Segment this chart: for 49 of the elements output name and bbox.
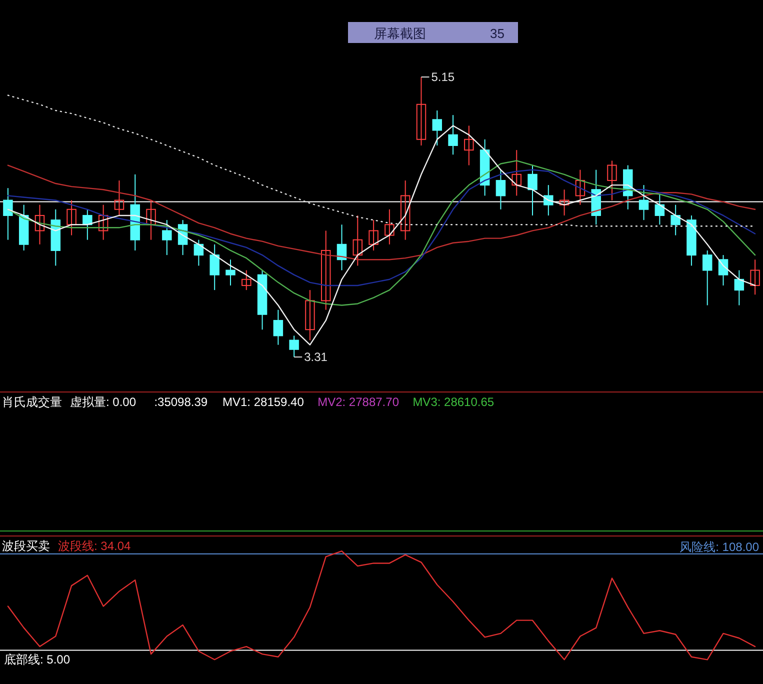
annotation: 3.31 [304,350,328,364]
candlestick [607,160,617,201]
text: 虚拟量: 0.00 [70,395,136,409]
candlestick [114,180,124,216]
candlestick [194,239,204,266]
candlestick [512,150,522,196]
candlestick [464,125,474,166]
ref-line-label: 底部线: 5.00 [4,652,70,666]
candlestick [750,259,760,296]
candlestick [400,180,410,240]
candlestick [162,220,172,256]
candlestick [432,110,442,146]
candlestick [66,200,76,236]
candlestick [210,244,220,291]
candlestick [496,169,506,210]
candlestick [638,184,649,221]
candlestick [226,259,236,286]
text: 屏幕截图 [374,26,426,41]
candlestick [559,189,570,216]
candlestick [575,169,586,206]
candlestick [320,230,331,310]
text: MV3: 28610.65 [412,395,494,409]
candlestick [146,200,156,240]
candlestick [82,208,92,240]
candlestick [654,194,665,226]
annotation: 5.15 [431,70,455,84]
candlestick [368,220,378,251]
text: MV2: 27887.70 [318,395,400,409]
text: :35098.39 [154,395,208,409]
candlestick [352,214,363,266]
candlestick [305,290,315,341]
candlestick [734,270,744,306]
candlestick [528,164,538,216]
candlestick [702,250,712,306]
candlestick [34,204,45,245]
candlestick [273,309,284,346]
text: 波段线: 34.04 [58,539,132,553]
text: MV1: 28159.40 [222,395,304,409]
chart-title: 波段买卖 [2,539,50,553]
text: 肖氏成交量 [2,395,62,409]
ref-line-label: 风险线: 108.00 [680,540,760,554]
candlestick [544,184,554,216]
candlestick [448,114,458,156]
candlestick [98,204,108,240]
candlestick [384,208,394,245]
candlestick [670,204,680,236]
candlestick [3,188,13,240]
candlestick [242,270,252,291]
text: 35 [490,26,504,41]
